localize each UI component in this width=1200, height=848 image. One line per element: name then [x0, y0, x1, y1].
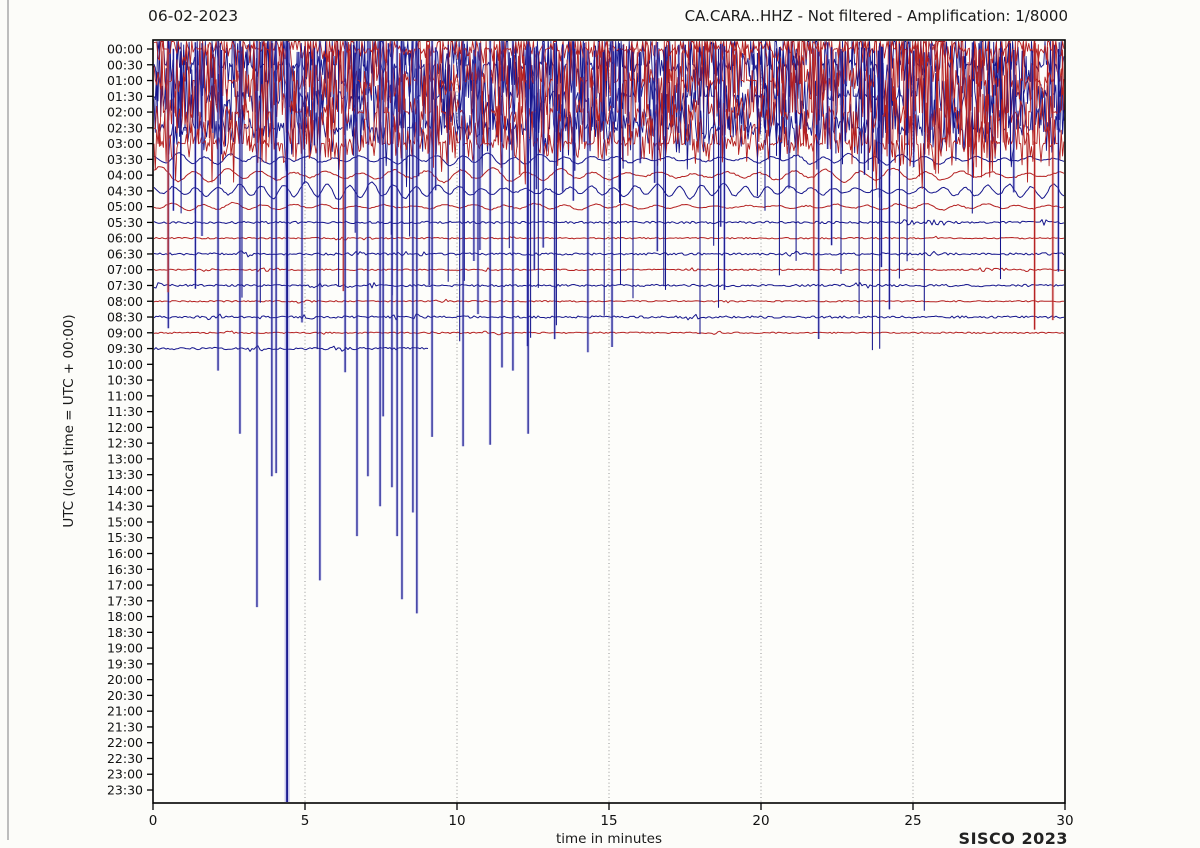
- y-tick-label: 03:30: [107, 152, 143, 167]
- y-tick-label: 16:30: [107, 562, 143, 577]
- x-tick-label: 15: [600, 813, 617, 829]
- y-tick-label: 10:30: [107, 373, 143, 388]
- y-tick-label: 02:00: [107, 105, 143, 120]
- y-tick-label: 03:00: [107, 136, 143, 151]
- y-tick-label: 20:30: [107, 688, 143, 703]
- y-tick-label: 09:30: [107, 341, 143, 356]
- x-tick-label: 20: [752, 813, 769, 829]
- y-tick-label: 21:00: [107, 704, 143, 719]
- y-tick-label: 12:00: [107, 420, 143, 435]
- y-tick-label: 09:00: [107, 325, 143, 340]
- x-tick-label: 30: [1056, 813, 1073, 829]
- y-tick-label: 15:00: [107, 514, 143, 529]
- footer-watermark: SISCO 2023: [958, 829, 1068, 848]
- x-tick-label: 0: [149, 813, 158, 829]
- overflow-spikes: [166, 41, 1060, 353]
- y-axis-tick-labels: 00:0000:3001:0001:3002:0002:3003:0003:30…: [107, 42, 143, 798]
- y-tick-label: 13:30: [107, 467, 143, 482]
- y-tick-label: 17:00: [107, 578, 143, 593]
- y-tick-label: 19:30: [107, 656, 143, 671]
- plot-background: [153, 40, 1065, 803]
- y-tick-label: 07:00: [107, 262, 143, 277]
- x-axis-ticks: [152, 803, 1066, 810]
- y-tick-label: 04:00: [107, 168, 143, 183]
- deep-overflow-spikes: [216, 41, 1055, 802]
- y-tick-label: 10:00: [107, 357, 143, 372]
- y-tick-label: 00:00: [107, 42, 143, 57]
- y-tick-label: 02:30: [107, 120, 143, 135]
- y-tick-label: 14:00: [107, 483, 143, 498]
- window-left-border: [7, 0, 9, 840]
- y-tick-label: 00:30: [107, 57, 143, 72]
- y-tick-label: 01:30: [107, 89, 143, 104]
- y-tick-label: 05:30: [107, 215, 143, 230]
- x-axis-tick-labels: 0 5 10 15 20 25 30: [149, 813, 1074, 829]
- y-tick-label: 15:30: [107, 530, 143, 545]
- y-axis-ticks: [147, 48, 153, 791]
- y-tick-label: 06:00: [107, 231, 143, 246]
- y-tick-label: 18:00: [107, 609, 143, 624]
- y-tick-label: 16:00: [107, 546, 143, 561]
- y-tick-label: 11:00: [107, 388, 143, 403]
- x-tick-label: 10: [448, 813, 465, 829]
- x-tick-label: 5: [301, 813, 310, 829]
- y-tick-label: 08:30: [107, 310, 143, 325]
- y-tick-label: 18:30: [107, 625, 143, 640]
- y-tick-label: 21:30: [107, 719, 143, 734]
- x-axis-label: time in minutes: [555, 831, 663, 847]
- y-tick-label: 23:00: [107, 767, 143, 782]
- y-tick-label: 01:00: [107, 73, 143, 88]
- y-tick-label: 07:30: [107, 278, 143, 293]
- y-tick-label: 08:00: [107, 294, 143, 309]
- y-tick-label: 19:00: [107, 641, 143, 656]
- y-tick-label: 17:30: [107, 593, 143, 608]
- x-tick-label: 25: [904, 813, 921, 829]
- y-tick-label: 06:30: [107, 246, 143, 261]
- plot-date-title: 06-02-2023: [148, 7, 239, 25]
- y-tick-label: 23:30: [107, 783, 143, 798]
- y-tick-label: 13:00: [107, 451, 143, 466]
- y-tick-label: 12:30: [107, 436, 143, 451]
- y-tick-label: 04:30: [107, 183, 143, 198]
- y-tick-label: 11:30: [107, 404, 143, 419]
- y-tick-label: 22:00: [107, 735, 143, 750]
- y-tick-label: 20:00: [107, 672, 143, 687]
- seismic-traces: [153, 41, 1065, 352]
- y-tick-label: 14:30: [107, 499, 143, 514]
- station-title: CA.CARA..HHZ - Not filtered - Amplificat…: [684, 7, 1068, 25]
- y-tick-label: 22:30: [107, 751, 143, 766]
- y-tick-label: 05:00: [107, 199, 143, 214]
